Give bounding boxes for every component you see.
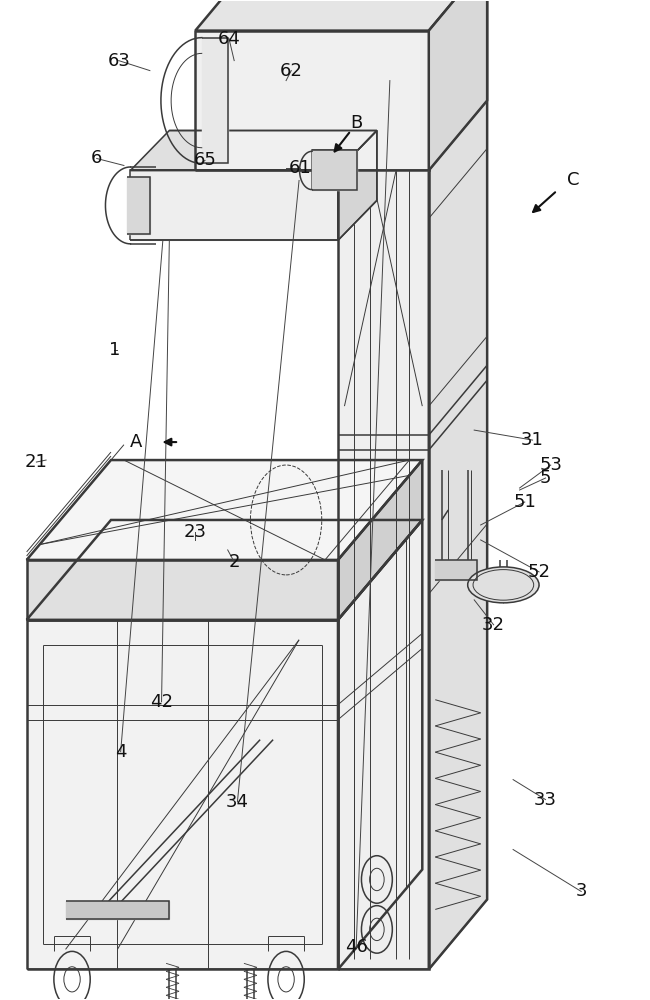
Polygon shape [436, 560, 477, 580]
Text: 32: 32 [482, 616, 505, 634]
Polygon shape [338, 131, 377, 240]
Polygon shape [202, 38, 228, 163]
Ellipse shape [468, 567, 539, 603]
Polygon shape [338, 31, 429, 969]
Text: 51: 51 [514, 493, 536, 511]
Text: 64: 64 [218, 30, 240, 48]
Text: 42: 42 [150, 693, 173, 711]
Polygon shape [338, 520, 422, 969]
Text: 53: 53 [540, 456, 562, 474]
Text: 63: 63 [107, 52, 130, 70]
Text: B: B [350, 114, 362, 132]
Polygon shape [27, 460, 422, 560]
Polygon shape [27, 520, 422, 620]
Text: 4: 4 [115, 743, 127, 761]
Text: 21: 21 [25, 453, 48, 471]
Polygon shape [338, 460, 422, 620]
Polygon shape [27, 560, 338, 620]
Text: 65: 65 [194, 151, 216, 169]
Text: 6: 6 [91, 149, 103, 167]
Polygon shape [429, 0, 487, 969]
Polygon shape [195, 31, 429, 170]
Text: 31: 31 [521, 431, 544, 449]
Text: A: A [129, 433, 142, 451]
Polygon shape [66, 901, 170, 919]
Polygon shape [312, 150, 358, 190]
Text: 23: 23 [184, 523, 207, 541]
Polygon shape [429, 0, 487, 170]
Polygon shape [131, 131, 377, 170]
Text: 5: 5 [540, 469, 551, 487]
Polygon shape [131, 170, 338, 240]
Text: 2: 2 [228, 553, 240, 571]
Polygon shape [27, 620, 338, 969]
Polygon shape [127, 177, 150, 234]
Text: 33: 33 [534, 791, 557, 809]
Text: 1: 1 [109, 341, 120, 359]
Text: C: C [567, 171, 579, 189]
Text: 46: 46 [344, 938, 367, 956]
Text: 61: 61 [289, 159, 312, 177]
Polygon shape [195, 0, 487, 31]
Text: 3: 3 [575, 882, 587, 900]
Text: 52: 52 [528, 563, 551, 581]
Text: 34: 34 [226, 793, 249, 811]
Polygon shape [338, 0, 487, 31]
Text: 62: 62 [280, 62, 303, 80]
